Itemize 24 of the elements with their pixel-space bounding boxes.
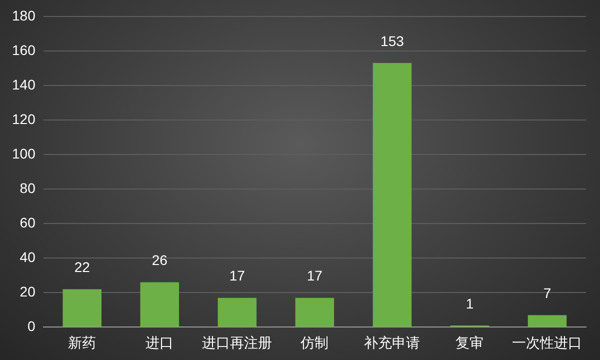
x-tick-label: 一次性进口 [512,334,582,350]
x-tick-label: 补充申请 [364,334,420,350]
data-label: 26 [152,252,168,268]
x-tick-label: 进口 [146,334,174,350]
x-tick-label: 进口再注册 [202,334,272,350]
data-label: 153 [380,32,404,49]
y-tick-label: 40 [20,248,36,265]
data-label: 7 [543,284,552,301]
data-label: 17 [229,268,246,284]
data-label: 17 [306,268,323,284]
y-tick-label: 160 [12,42,36,58]
x-tick-label: 仿制 [300,334,329,350]
y-tick-label: 60 [20,214,36,230]
y-tick-label: 20 [20,284,36,300]
y-tick-label: 80 [20,180,36,196]
y-tick-label: 0 [28,318,36,334]
x-tick-label: 新药 [68,334,96,350]
data-label: 1 [466,295,474,312]
y-tick-label: 120 [12,110,36,127]
y-tick-label: 140 [12,76,36,92]
y-tick-label: 100 [12,145,36,162]
y-tick-label: 180 [12,7,36,24]
x-tick-label: 复审 [456,334,484,350]
data-label: 22 [74,259,90,276]
